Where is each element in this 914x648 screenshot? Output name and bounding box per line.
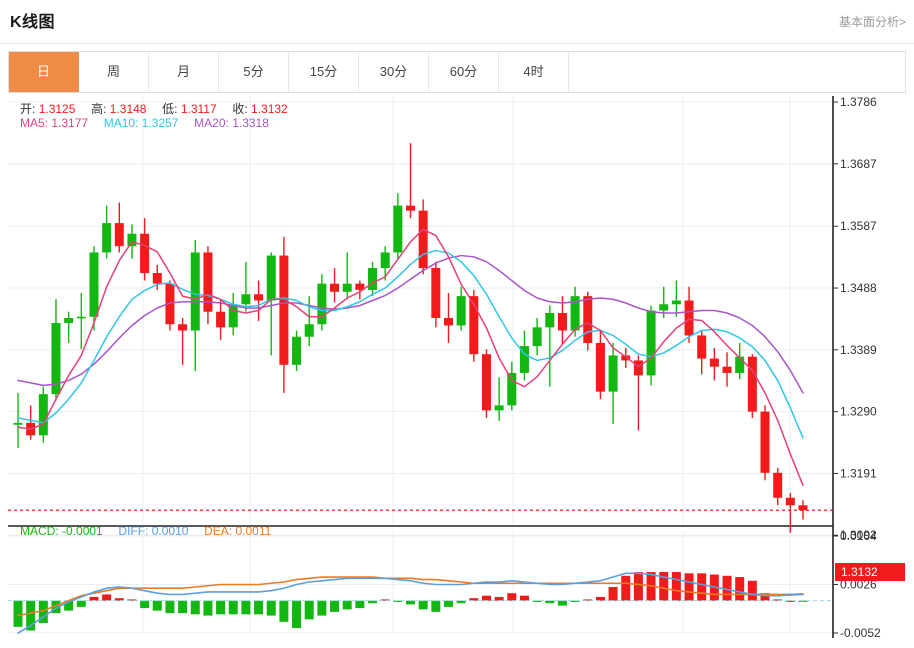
kline-chart-svg[interactable]: 1.3786 1.3687 1.3587 1.3488 1.3389 1.3290 1.31… [8,92,906,640]
svg-text:1.3092: 1.3092 [840,528,877,542]
svg-text:1.3191: 1.3191 [840,466,877,480]
diff-line [17,572,804,634]
fundamental-analysis-link[interactable]: 基本面分析> [838,15,906,29]
tab-1[interactable]: 周 [79,52,149,92]
tabbar-filler [569,52,905,92]
svg-text:1.3488: 1.3488 [840,281,877,295]
tab-0[interactable]: 日 [9,52,79,92]
ma5-line [17,228,804,487]
ma10-line [17,249,804,439]
ma20-line [17,254,804,394]
tab-4[interactable]: 15分 [289,52,359,92]
chart-container[interactable]: 1.3786 1.3687 1.3587 1.3488 1.3389 1.3290 1.31… [8,92,906,640]
svg-text:1.3389: 1.3389 [840,343,877,357]
axis-tick-labels: 1.3786 1.3687 1.3587 1.3488 1.3389 1.3290 1.31… [833,95,881,640]
page-header: K线图 基本面分析> [0,0,914,44]
tab-2[interactable]: 月 [149,52,219,92]
svg-text:1.3786: 1.3786 [840,95,877,109]
tab-5[interactable]: 30分 [359,52,429,92]
grid-lines [8,96,833,634]
dea-line [17,576,804,617]
current-price-tag: 1.3132 [835,563,905,581]
svg-text:1.3587: 1.3587 [840,219,877,233]
svg-text:1.3290: 1.3290 [840,405,877,419]
svg-text:1.3687: 1.3687 [840,157,877,171]
timeframe-tabbar: 日周月 5分 15分 30分 60分 4时 [8,51,906,93]
candlestick-series [13,143,808,533]
tab-7[interactable]: 4时 [499,52,569,92]
tab-3[interactable]: 5分 [219,52,289,92]
svg-text:0.0104: 0.0104 [840,529,877,543]
page-title: K线图 [10,14,56,31]
svg-text:-0.0052: -0.0052 [840,626,881,640]
svg-text:0.0026: 0.0026 [840,578,877,592]
tab-6[interactable]: 60分 [429,52,499,92]
